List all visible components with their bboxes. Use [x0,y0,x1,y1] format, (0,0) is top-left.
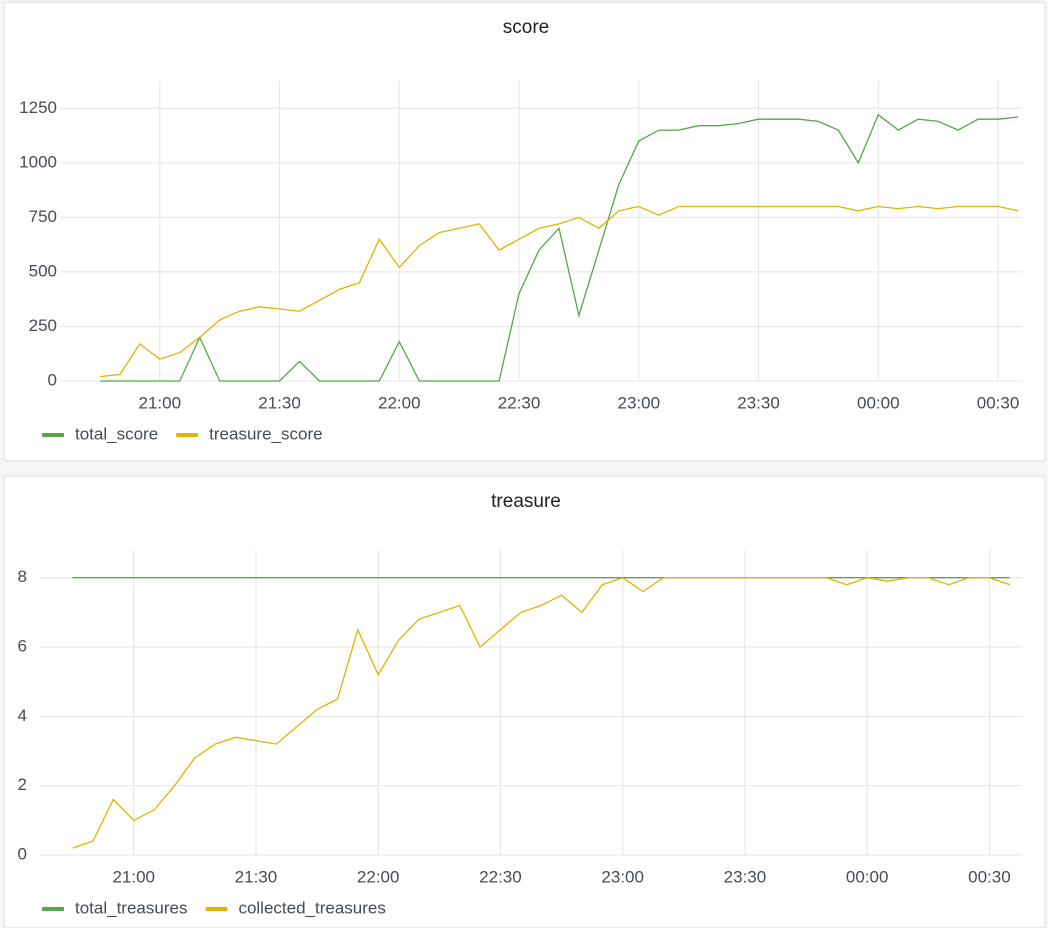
x-tick-label: 21:00 [112,867,155,886]
y-tick-label: 250 [29,316,57,335]
y-tick-label: 2 [18,775,27,794]
x-tick-label: 00:00 [846,867,889,886]
y-tick-label: 500 [29,261,57,280]
y-tick-label: 1250 [19,98,57,117]
legend-swatch [42,907,64,911]
panel-title: score [503,17,549,38]
panel-title: treasure [491,491,561,512]
panel [3,475,1046,928]
y-tick-label: 6 [18,637,27,656]
legend-label: collected_treasures [238,898,385,917]
series-line [72,576,1011,849]
x-tick-label: 00:00 [857,393,900,412]
y-tick-label: 1000 [19,152,57,171]
legend-swatch [205,907,228,911]
y-tick-label: 0 [48,370,57,389]
y-tick-label: 0 [18,844,27,863]
x-tick-label: 23:00 [601,867,644,886]
panel [3,1,1046,462]
series-line [99,113,1019,382]
y-tick-label: 8 [18,567,27,586]
legend-label: total_treasures [75,898,187,917]
legend-label: total_score [75,424,158,443]
legend-swatch [176,433,199,437]
y-tick-label: 750 [29,207,57,226]
series-line [99,205,1019,378]
x-tick-label: 23:30 [724,867,767,886]
y-tick-label: 4 [18,706,27,725]
x-tick-label: 23:30 [737,393,780,412]
x-tick-label: 00:30 [968,867,1011,886]
x-tick-label: 00:30 [977,393,1020,412]
x-tick-label: 22:00 [378,393,421,412]
x-tick-label: 21:30 [258,393,301,412]
x-tick-label: 23:00 [618,393,661,412]
x-tick-label: 22:30 [479,867,522,886]
x-tick-label: 21:00 [139,393,182,412]
x-tick-label: 22:30 [498,393,541,412]
legend-label: treasure_score [209,424,322,443]
legend-swatch [42,433,64,437]
x-tick-label: 21:30 [235,867,278,886]
x-tick-label: 22:00 [357,867,400,886]
